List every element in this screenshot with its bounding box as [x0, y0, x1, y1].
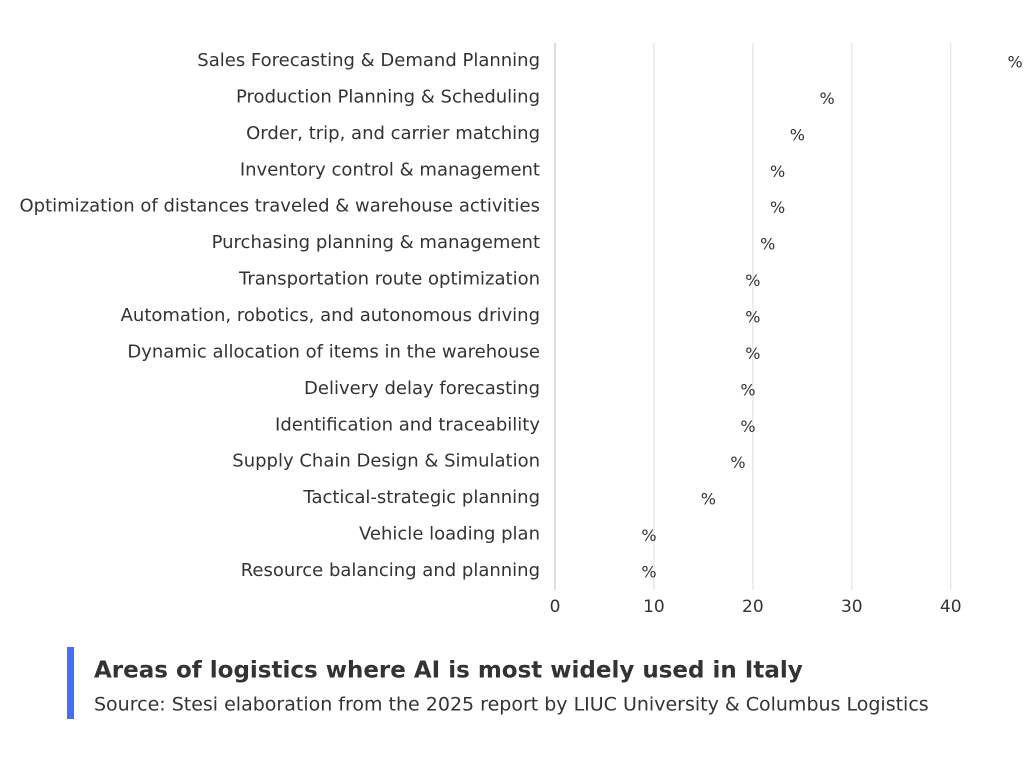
x-tick-label: 40: [940, 597, 962, 617]
value-label: %: [1007, 53, 1022, 72]
value-label: %: [745, 344, 760, 363]
x-tick-label: 20: [742, 597, 764, 617]
value-label: %: [770, 162, 785, 181]
category-label: Order, trip, and carrier matching: [246, 123, 540, 144]
category-label: Sales Forecasting & Demand Planning: [197, 50, 540, 71]
value-label: %: [745, 308, 760, 327]
x-tick-label: 10: [643, 597, 665, 617]
value-label: %: [740, 380, 755, 399]
category-label: Tactical-strategic planning: [302, 487, 540, 508]
category-label: Supply Chain Design & Simulation: [232, 451, 540, 472]
value-label: %: [770, 198, 785, 217]
x-tick-label: 30: [841, 597, 863, 617]
category-label: Dynamic allocation of items in the wareh…: [127, 341, 540, 362]
category-label: Purchasing planning & management: [212, 232, 540, 253]
value-label: %: [641, 563, 656, 582]
value-label: %: [745, 271, 760, 290]
category-label: Delivery delay forecasting: [304, 378, 540, 399]
category-label: Automation, robotics, and autonomous dri…: [121, 305, 540, 326]
category-label: Transportation route optimization: [238, 269, 540, 290]
value-label: %: [819, 89, 834, 108]
chart-title: Areas of logistics where AI is most wide…: [94, 658, 803, 684]
category-label: Vehicle loading plan: [359, 524, 540, 545]
category-label: Production Planning & Scheduling: [236, 86, 540, 107]
value-label: %: [760, 235, 775, 254]
chart-subtitle: Source: Stesi elaboration from the 2025 …: [94, 694, 929, 716]
category-label: Optimization of distances traveled & war…: [20, 196, 541, 217]
value-label: %: [740, 417, 755, 436]
value-label: %: [730, 453, 745, 472]
accent-bar: [67, 647, 74, 719]
value-label: %: [701, 490, 716, 509]
value-label: %: [790, 125, 805, 144]
x-tick-label: 0: [550, 597, 561, 617]
value-label: %: [641, 526, 656, 545]
category-label: Inventory control & management: [240, 159, 540, 180]
category-label: Identification and traceability: [275, 414, 540, 435]
category-label: Resource balancing and planning: [241, 560, 540, 581]
